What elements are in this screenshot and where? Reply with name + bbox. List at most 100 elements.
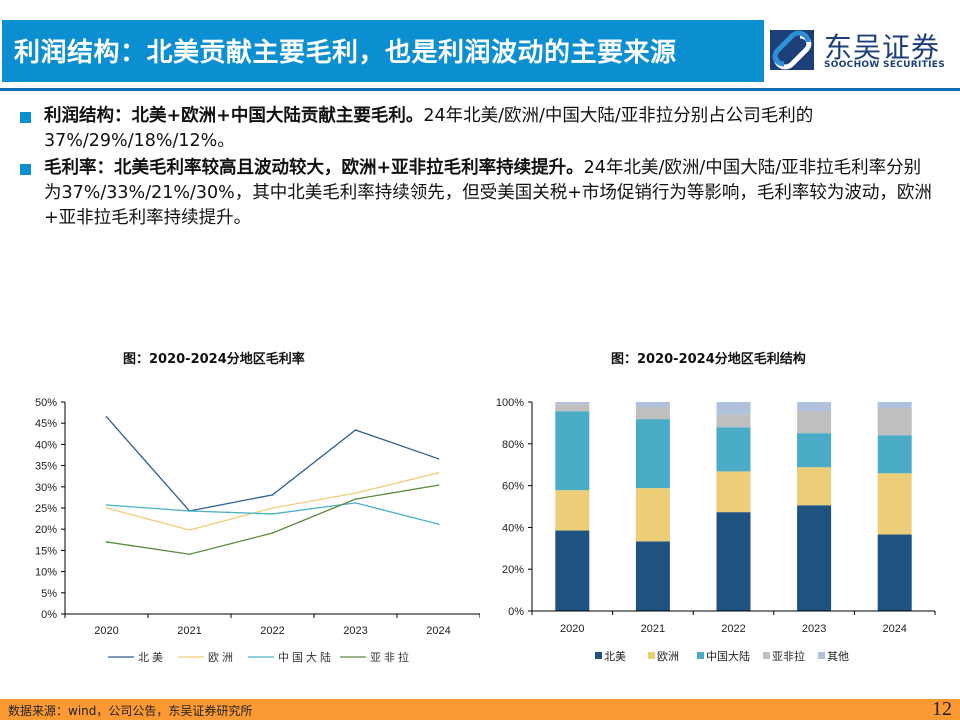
y-tick-label: 100% (496, 397, 524, 409)
y-tick-label: 20% (502, 564, 524, 576)
legend-swatch (595, 652, 602, 659)
y-tick-label: 0% (508, 606, 524, 618)
legend-label: 中国大陆 (706, 649, 750, 663)
data-point (105, 416, 108, 418)
x-tick-label: 2021 (177, 625, 201, 637)
data-point (105, 507, 108, 509)
y-tick-label: 60% (502, 481, 524, 493)
bar-segment (635, 407, 670, 420)
bar-segment (716, 471, 751, 513)
bar-segment (797, 410, 832, 434)
bar-segment (716, 402, 751, 415)
bullet-list: 利润结构：北美+欧洲+中国大陆贡献主要毛利。24年北美/欧洲/中国大陆/亚非拉分… (18, 104, 938, 233)
bar-segment (555, 404, 590, 412)
data-point (354, 498, 357, 500)
y-tick-label: 40% (502, 522, 524, 534)
data-point (188, 510, 191, 512)
bar-segment (797, 433, 832, 468)
soochow-logo-icon (770, 30, 814, 70)
legend-swatch (818, 652, 825, 659)
x-tick-label: 2020 (560, 623, 584, 635)
y-tick-label: 25% (35, 503, 57, 515)
y-tick-label: 35% (35, 461, 57, 473)
data-point (437, 523, 440, 525)
x-tick-label: 2024 (426, 625, 450, 637)
data-point (437, 472, 440, 474)
y-tick-label: 80% (502, 439, 524, 451)
x-tick-label: 2023 (802, 623, 826, 635)
legend-label: 亚非拉 (772, 649, 805, 663)
y-tick-label: 50% (35, 397, 57, 409)
bar-segment (877, 408, 912, 436)
bar-segment (877, 534, 912, 611)
data-point (437, 484, 440, 486)
bar-segment (716, 427, 751, 472)
legend-label: 欧洲 (657, 650, 679, 663)
bullet-square-icon (20, 112, 31, 123)
company-logo: 东吴证券 SOOCHOW SECURITIES (768, 26, 958, 74)
legend-label: 其他 (827, 650, 849, 663)
y-tick-label: 20% (35, 524, 57, 536)
y-tick-label: 45% (35, 418, 57, 430)
bar-segment (797, 505, 832, 611)
series-line-1 (106, 472, 439, 531)
bar-segment (555, 402, 590, 405)
data-point (271, 507, 274, 509)
bar-chart-title: 图：2020-2024分地区毛利结构 (611, 352, 806, 367)
data-point (354, 429, 357, 431)
bar-segment (877, 435, 912, 474)
title-bar: 利润结构：北美贡献主要毛利，也是利润波动的主要来源 (2, 20, 764, 82)
y-tick-label: 5% (41, 588, 57, 600)
x-tick-label: 2022 (721, 623, 745, 635)
data-source: 数据来源：wind，公司公告，东吴证券研究所 (8, 704, 253, 718)
legend-label: 北美 (604, 650, 626, 663)
line-chart-title: 图：2020-2024分地区毛利率 (123, 352, 305, 367)
logo-text-en: SOOCHOW SECURITIES (824, 60, 945, 70)
series-line-0 (106, 416, 439, 512)
header-divider (0, 88, 960, 91)
footer-bar: 数据来源：wind，公司公告，东吴证券研究所 12 (0, 698, 960, 720)
legend-label: 北美 (138, 651, 166, 664)
bar-segment (635, 419, 670, 489)
data-point (188, 529, 191, 531)
x-tick-label: 2024 (882, 623, 906, 635)
line-chart: 0% 5% 10% 15% 20% 25% 30% 35% 40% 45% 50% 2020 2021 2… (35, 397, 480, 664)
logo-text-cn: 东吴证券 (824, 31, 941, 64)
legend-swatch (763, 652, 770, 659)
legend-label: 亚非拉 (370, 650, 412, 664)
bar-segment (555, 530, 590, 611)
data-point (271, 494, 274, 496)
bullet-item: 毛利率：北美毛利率较高且波动较大，欧洲+亚非拉毛利率持续提升。24年北美/欧洲/… (18, 156, 938, 231)
data-point (354, 502, 357, 504)
x-tick-label: 2021 (641, 623, 665, 635)
y-tick-label: 0% (41, 609, 57, 621)
bar-segment (555, 411, 590, 491)
bullet-text: 24年北美/欧洲/中国大陆/亚非拉毛利率分别为37%/33%/21%/30%，其… (44, 158, 932, 228)
bar-segment (635, 541, 670, 611)
bar-segment (635, 402, 670, 408)
y-tick-label: 30% (35, 482, 57, 494)
bar-segment (877, 402, 912, 409)
data-point (271, 513, 274, 515)
y-tick-label: 10% (35, 567, 57, 579)
page-title: 利润结构：北美贡献主要毛利，也是利润波动的主要来源 (14, 38, 677, 68)
bar-segment (555, 490, 590, 531)
bullet-item: 利润结构：北美+欧洲+中国大陆贡献主要毛利。24年北美/欧洲/中国大陆/亚非拉分… (18, 104, 938, 154)
data-point (354, 492, 357, 494)
bullet-heading: 利润结构：北美+欧洲+中国大陆贡献主要毛利。 (44, 106, 424, 126)
y-tick-label: 40% (35, 439, 57, 451)
bar-segment (797, 402, 832, 411)
page-number: 12 (932, 698, 952, 720)
legend-label: 欧洲 (208, 651, 236, 664)
legend-swatch (648, 652, 655, 659)
bar-segment (716, 512, 751, 611)
data-point (271, 532, 274, 534)
bar-segment (797, 467, 832, 506)
x-tick-label: 2022 (260, 625, 284, 637)
bar-segment (877, 473, 912, 535)
bar-segment (716, 414, 751, 428)
x-tick-label: 2020 (94, 625, 118, 637)
x-tick-label: 2023 (343, 625, 367, 637)
data-point (437, 458, 440, 460)
legend-label: 中国大陆 (278, 650, 334, 664)
